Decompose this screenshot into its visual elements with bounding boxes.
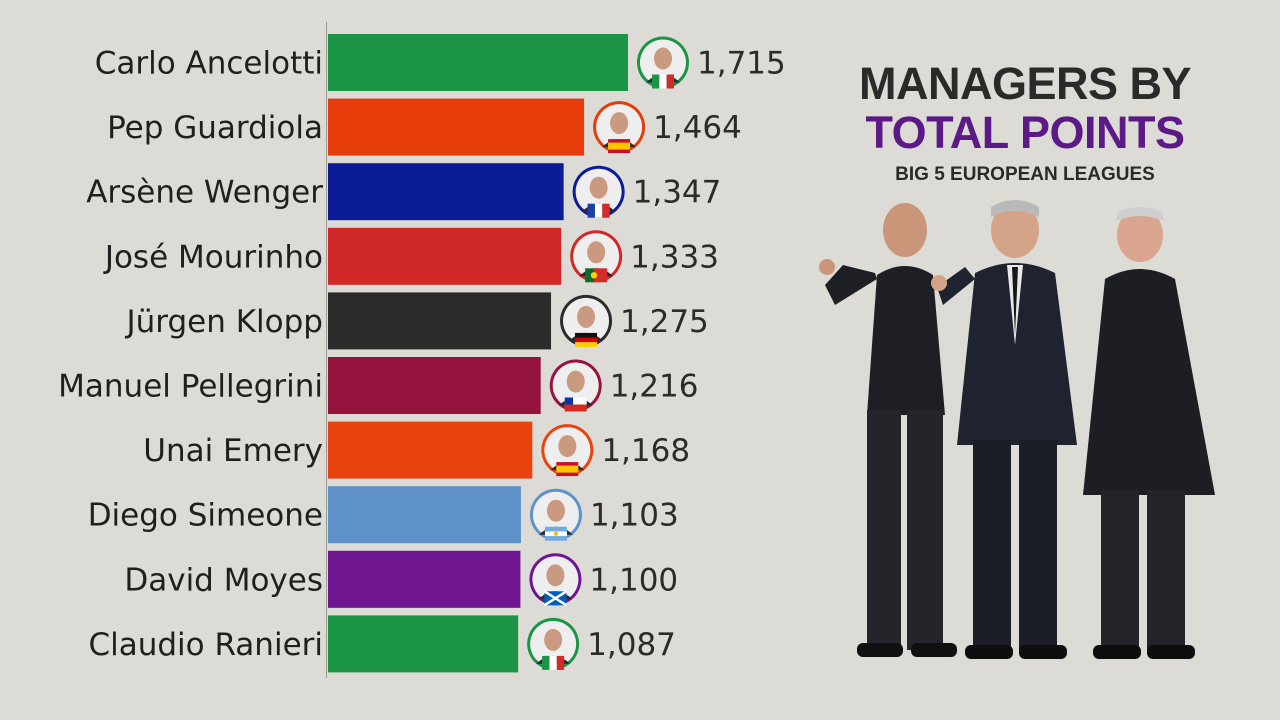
bar <box>328 615 519 673</box>
bar <box>328 550 521 608</box>
flag-portugal-icon <box>585 268 608 283</box>
bar <box>328 34 628 91</box>
bar <box>328 98 585 156</box>
bar <box>328 486 521 544</box>
bar-name-label: Pep Guardiola <box>107 110 323 146</box>
bar <box>328 227 562 285</box>
bar <box>328 357 541 414</box>
bar-name-label: Arsène Wenger <box>86 175 323 211</box>
bar-value-label: 1,087 <box>587 627 676 663</box>
manager-figure-right <box>1083 207 1215 659</box>
flag-italy-icon <box>542 655 565 670</box>
flag-chile-icon <box>564 397 587 412</box>
bar <box>328 292 552 350</box>
bar-value-label: 1,333 <box>630 239 719 275</box>
manager-avatar <box>541 424 594 477</box>
bar-value-label: 1,103 <box>590 498 679 534</box>
flag-argentina-icon <box>544 526 567 541</box>
bar-name-label: Jürgen Klopp <box>124 304 323 340</box>
bar-value-label: 1,100 <box>589 562 678 598</box>
manager-avatar <box>529 553 582 607</box>
flag-spain-icon <box>556 462 579 477</box>
bar-name-label: Carlo Ancelotti <box>95 46 323 82</box>
bar-value-label: 1,464 <box>653 110 742 146</box>
manager-avatar <box>593 101 646 154</box>
manager-avatar <box>527 617 580 670</box>
bar-name-label: Claudio Ranieri <box>88 627 323 663</box>
flag-spain-icon <box>608 139 631 154</box>
manager-avatar <box>560 294 613 347</box>
bar-value-label: 1,275 <box>620 304 709 340</box>
manager-avatar <box>572 165 625 218</box>
manager-figure-middle <box>931 200 1077 659</box>
chart-title-line1: MANAGERS BY <box>858 58 1192 109</box>
bar <box>328 163 564 221</box>
manager-avatar <box>529 488 582 541</box>
bar-value-label: 1,216 <box>610 369 699 405</box>
flag-france-icon <box>587 203 610 218</box>
bar-value-label: 1,715 <box>697 46 786 82</box>
bar-name-label: Diego Simeone <box>88 498 323 534</box>
bar-name-label: David Moyes <box>124 562 323 598</box>
flag-italy-icon <box>652 74 674 89</box>
bar-name-label: Unai Emery <box>143 433 323 469</box>
flag-scotland-icon <box>543 590 568 607</box>
bar <box>328 421 533 479</box>
flag-germany-icon <box>575 332 598 347</box>
chart-title-line2: TOTAL POINTS <box>865 107 1185 158</box>
bar-name-label: José Mourinho <box>103 239 323 275</box>
chart-subtitle: BIG 5 EUROPEAN LEAGUES <box>895 164 1155 185</box>
bar-name-label: Manuel Pellegrini <box>58 369 323 405</box>
managers-photo <box>819 200 1215 659</box>
manager-avatar <box>637 36 689 89</box>
bar-value-label: 1,347 <box>633 175 722 211</box>
title-block: MANAGERS BY TOTAL POINTS BIG 5 EUROPEAN … <box>820 60 1230 190</box>
bar-value-label: 1,168 <box>601 433 690 469</box>
manager-avatar <box>549 359 602 412</box>
manager-figure-left <box>819 203 957 657</box>
manager-avatar <box>570 230 623 283</box>
